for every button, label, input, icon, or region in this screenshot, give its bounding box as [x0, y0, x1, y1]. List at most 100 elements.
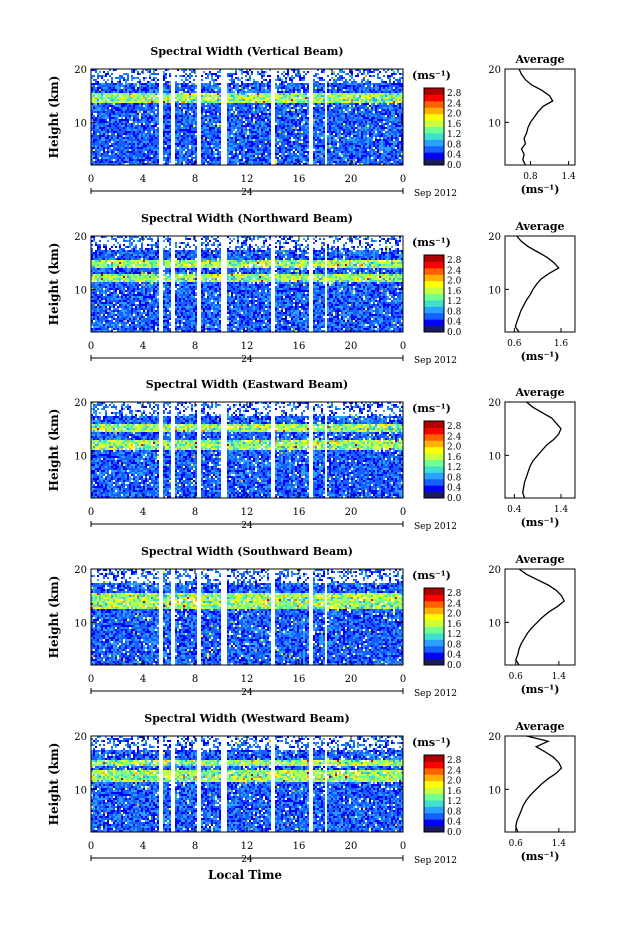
heatmap-cell [387, 155, 389, 157]
heatmap-cell [269, 101, 271, 103]
heatmap-cell [387, 161, 389, 163]
heatmap-cell [351, 145, 353, 147]
heatmap-cell [149, 117, 151, 119]
heatmap-cell [239, 147, 241, 149]
heatmap-cell [241, 139, 243, 141]
heatmap-cell [163, 145, 165, 147]
heatmap-cell [211, 155, 213, 157]
heatmap-cell [155, 133, 157, 135]
heatmap-cell [153, 155, 155, 157]
heatmap-cell [365, 121, 367, 123]
heatmap-cell [93, 149, 95, 151]
heatmap-cell [333, 95, 335, 97]
heatmap-cell [293, 151, 295, 153]
heatmap-cell [259, 131, 261, 133]
heatmap-cell [119, 99, 121, 101]
heatmap-cell [395, 93, 397, 95]
heatmap-cell [399, 163, 401, 165]
heatmap-cell [233, 101, 235, 103]
heatmap-cell [229, 129, 231, 131]
heatmap-cell [209, 123, 211, 125]
heatmap-cell [327, 125, 329, 127]
heatmap-cell [297, 103, 299, 105]
heatmap-cell [131, 105, 133, 107]
heatmap-cell [331, 115, 333, 117]
heatmap-cell [295, 129, 297, 131]
heatmap-cell [113, 151, 115, 153]
heatmap-cell [299, 157, 301, 159]
heatmap-cell [101, 105, 103, 107]
heatmap-cell [269, 121, 271, 123]
heatmap-cell [277, 103, 279, 105]
heatmap-cell [317, 111, 319, 113]
heatmap-cell [245, 131, 247, 133]
heatmap-cell [327, 113, 329, 115]
heatmap-cell [345, 97, 347, 99]
heatmap-cell [231, 103, 233, 105]
heatmap-cell [217, 153, 219, 155]
heatmap-cell [227, 137, 229, 139]
heatmap-cell [205, 143, 207, 145]
heatmap-cell [215, 109, 217, 111]
heatmap-cell [91, 155, 93, 157]
heatmap-cell [189, 141, 191, 143]
heatmap-cell [121, 131, 123, 133]
heatmap-cell [391, 131, 393, 133]
heatmap-cell [137, 127, 139, 129]
heatmap-cell [227, 133, 229, 135]
heatmap-cell [319, 163, 321, 165]
heatmap-cell [305, 101, 307, 103]
heatmap-cell [213, 91, 215, 93]
heatmap-cell [385, 117, 387, 119]
heatmap-cell [257, 121, 259, 123]
heatmap-cell [169, 127, 171, 129]
heatmap-cell [301, 127, 303, 129]
heatmap-cell [215, 131, 217, 133]
heatmap-cell [227, 115, 229, 117]
heatmap-cell [307, 91, 309, 93]
heatmap-cell [259, 163, 261, 165]
heatmap-cell [189, 139, 191, 141]
heatmap-cell [117, 109, 119, 111]
heatmap-cell [181, 149, 183, 151]
heatmap-cell [265, 155, 267, 157]
heatmap-cell [251, 155, 253, 157]
heatmap-cell [321, 145, 323, 147]
heatmap-cell [215, 141, 217, 143]
heatmap-cell [119, 111, 121, 113]
heatmap-cell [391, 153, 393, 155]
heatmap-cell [91, 115, 93, 117]
heatmap-cell [147, 141, 149, 143]
heatmap-cell [383, 101, 385, 103]
heatmap-cell [299, 91, 301, 93]
heatmap-cell [251, 137, 253, 139]
heatmap-cell [267, 101, 269, 103]
heatmap-cell [165, 119, 167, 121]
heatmap-cell [151, 129, 153, 131]
heatmap-cell [141, 131, 143, 133]
heatmap-cell [349, 151, 351, 153]
heatmap-cell [105, 151, 107, 153]
heatmap-cell [289, 133, 291, 135]
heatmap-cell [279, 133, 281, 135]
heatmap-cell [175, 161, 177, 163]
heatmap-cell [337, 153, 339, 155]
heatmap-cell [289, 153, 291, 155]
heatmap-cell [327, 131, 329, 133]
heatmap-cell [331, 105, 333, 107]
heatmap-cell [137, 151, 139, 153]
heatmap-cell [293, 155, 295, 157]
heatmap-cell [129, 99, 131, 101]
heatmap-cell [241, 155, 243, 157]
heatmap-cell [119, 155, 121, 157]
heatmap-cell [391, 117, 393, 119]
heatmap-cell [335, 133, 337, 135]
heatmap-cell [185, 145, 187, 147]
heatmap-cell [369, 113, 371, 115]
heatmap-cell [99, 91, 101, 93]
heatmap-cell [185, 113, 187, 115]
heatmap-cell [241, 141, 243, 143]
heatmap-cell [175, 95, 177, 97]
heatmap-cell [283, 155, 285, 157]
heatmap-cell [195, 99, 197, 101]
